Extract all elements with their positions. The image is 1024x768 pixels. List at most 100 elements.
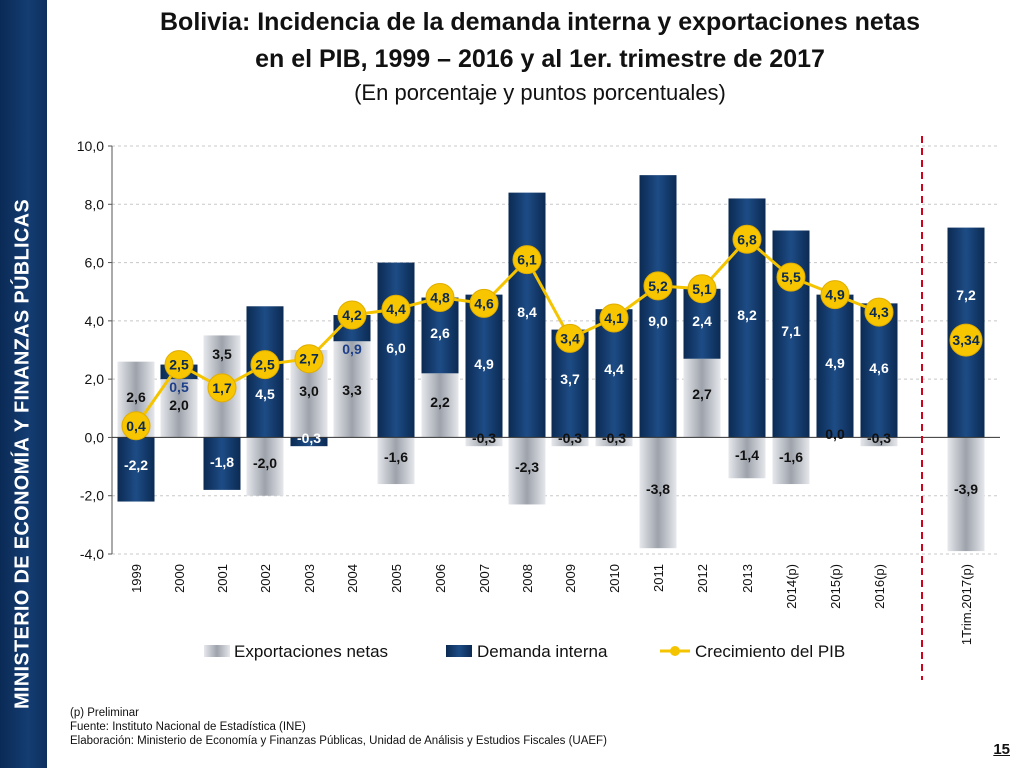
gdp-growth-value-label: 4,2 bbox=[342, 307, 362, 323]
domestic-demand-value-label: 4,6 bbox=[869, 360, 889, 376]
bars bbox=[117, 175, 985, 552]
gdp-growth-point bbox=[337, 300, 367, 330]
x-tick-label: 2007 bbox=[477, 564, 492, 593]
net-exports-bar bbox=[947, 437, 985, 552]
legend-label-net-exports: Exportaciones netas bbox=[234, 642, 388, 661]
legend-swatch-domestic-demand bbox=[446, 645, 472, 657]
net-exports-value-label: -1,6 bbox=[779, 449, 803, 465]
net-exports-value-label: -1,4 bbox=[735, 447, 759, 463]
domestic-demand-value-label: 0,9 bbox=[342, 341, 362, 357]
gdp-growth-point bbox=[687, 274, 717, 304]
gdp-growth-value-label: 0,4 bbox=[126, 418, 146, 434]
net-exports-value-label: -0,3 bbox=[558, 430, 582, 446]
net-exports-value-label: -2,3 bbox=[515, 459, 539, 475]
gdp-growth-point bbox=[425, 283, 455, 313]
gdp-growth-point bbox=[469, 288, 499, 318]
gdp-growth-point bbox=[121, 411, 151, 441]
gdp-growth-point bbox=[555, 323, 585, 353]
x-tick-label: 2001 bbox=[215, 564, 230, 593]
domestic-demand-bar bbox=[465, 294, 503, 438]
net-exports-value-label: -1,6 bbox=[384, 449, 408, 465]
net-exports-value-label: 2,2 bbox=[430, 394, 450, 410]
net-exports-bar bbox=[160, 379, 198, 438]
gdp-growth-point bbox=[207, 373, 237, 403]
domestic-demand-value-label: -2,2 bbox=[124, 457, 148, 473]
y-tick-label: 8,0 bbox=[85, 196, 105, 212]
domestic-demand-value-label: 8,2 bbox=[737, 307, 757, 323]
domestic-demand-value-label: 2,4 bbox=[692, 313, 712, 329]
net-exports-bar bbox=[421, 373, 459, 438]
y-tick-label: 4,0 bbox=[85, 313, 105, 329]
x-tick-label: 2003 bbox=[302, 564, 317, 593]
x-tick-label: 1Trim.2017(p) bbox=[959, 564, 974, 645]
x-tick-label: 2014(p) bbox=[784, 564, 799, 609]
footnotes: (p) Preliminar Fuente: Instituto Naciona… bbox=[70, 706, 607, 748]
domestic-demand-value-label: 8,4 bbox=[517, 304, 537, 320]
gdp-growth-value-label: 2,5 bbox=[169, 357, 189, 373]
domestic-demand-bar bbox=[377, 262, 415, 438]
net-exports-bar bbox=[333, 341, 371, 438]
x-tick-label: 2006 bbox=[433, 564, 448, 593]
domestic-demand-bar bbox=[816, 294, 854, 438]
gdp-growth-value-label: 5,1 bbox=[692, 281, 712, 297]
net-exports-value-label: -3,8 bbox=[646, 481, 670, 497]
gdp-growth-point bbox=[164, 350, 194, 380]
chart-subtitle: (En porcentaje y puntos porcentuales) bbox=[354, 80, 726, 105]
net-exports-bar bbox=[377, 437, 415, 485]
note-prepared-by: Elaboración: Ministerio de Economía y Fi… bbox=[70, 735, 607, 747]
domestic-demand-bar bbox=[290, 437, 328, 447]
net-exports-bar bbox=[246, 437, 284, 496]
data-labels: 2,6 -2,2 2,0 0,5 3,5 -1,8 -2,0 4,5 3,0 -0,3 3,3 0,9… bbox=[124, 287, 978, 497]
axes: -4,0 -2,0 0,0 2,0 4,0 6,0 8,0 10,0 1999 2000 2001 2… bbox=[77, 136, 1000, 680]
x-tick-label: 2002 bbox=[258, 564, 273, 593]
gdp-growth-value-label: 5,5 bbox=[781, 269, 801, 285]
y-tick-label: 10,0 bbox=[77, 138, 104, 154]
net-exports-value-label: -0,3 bbox=[602, 430, 626, 446]
gdp-growth-value-label: 1,7 bbox=[212, 380, 232, 396]
gdp-growth-value-label: 4,4 bbox=[386, 301, 406, 317]
gdp-growth-point bbox=[599, 303, 629, 333]
x-tick-label: 1999 bbox=[129, 564, 144, 593]
domestic-demand-value-label: 4,4 bbox=[604, 361, 624, 377]
gdp-growth-point bbox=[864, 297, 894, 327]
domestic-demand-value-label: 9,0 bbox=[648, 313, 668, 329]
legend-marker-gdp bbox=[670, 646, 680, 656]
gdp-growth-value-label: 4,8 bbox=[430, 290, 450, 306]
domestic-demand-value-label: 4,5 bbox=[255, 386, 275, 402]
x-tick-label: 2000 bbox=[172, 564, 187, 593]
gdp-growth-point bbox=[643, 271, 673, 301]
y-tick-label: -4,0 bbox=[80, 546, 104, 562]
gdp-line: 0,4 2,5 1,7 2,5 2,7 4,2 4,4 4,8 4,6 6,1 3,4 4,1 5,2 5… bbox=[121, 224, 983, 441]
x-tick-label: 2016(p) bbox=[872, 564, 887, 609]
domestic-demand-value-label: 3,7 bbox=[560, 371, 580, 387]
x-tick-label: 2010 bbox=[607, 564, 622, 593]
gdp-growth-value-label: 4,1 bbox=[604, 310, 624, 326]
chart-title-line-1: Bolivia: Incidencia de la demanda intern… bbox=[160, 8, 920, 36]
net-exports-bar bbox=[465, 437, 503, 447]
gdp-growth-point bbox=[820, 280, 850, 310]
gdp-growth-point bbox=[512, 245, 542, 275]
net-exports-bar bbox=[728, 437, 766, 479]
legend-label-gdp: Crecimiento del PIB bbox=[695, 642, 845, 661]
gdp-growth-value-label: 3,4 bbox=[560, 330, 580, 346]
net-exports-bar bbox=[683, 358, 721, 438]
chart-canvas: -4,0 -2,0 0,0 2,0 4,0 6,0 8,0 10,0 1999 2000 2001 2… bbox=[77, 136, 1000, 680]
domestic-demand-bar bbox=[203, 437, 241, 490]
gdp-growth-point bbox=[949, 323, 983, 357]
domestic-demand-value-label: 6,0 bbox=[386, 340, 406, 356]
x-tick-label: 2015(p) bbox=[828, 564, 843, 609]
net-exports-value-label: -0,3 bbox=[472, 430, 496, 446]
gdp-growth-value-label: 4,3 bbox=[869, 304, 889, 320]
net-exports-value-label: 3,5 bbox=[212, 346, 232, 362]
domestic-demand-value-label: 2,6 bbox=[430, 325, 450, 341]
ministry-sidebar: MINISTERIO DE ECONOMÍA Y FINANZAS PÚBLIC… bbox=[0, 0, 47, 768]
domestic-demand-value-label: 4,9 bbox=[474, 356, 494, 372]
gdp-growth-value-label: 2,5 bbox=[255, 357, 275, 373]
net-exports-value-label: 3,0 bbox=[299, 383, 319, 399]
gdp-growth-point bbox=[250, 350, 280, 380]
domestic-demand-value-label: 4,9 bbox=[825, 355, 845, 371]
page-number: 15 bbox=[993, 741, 1010, 758]
net-exports-bar bbox=[639, 437, 677, 549]
net-exports-value-label: 0,0 bbox=[825, 426, 845, 442]
x-tick-label: 2008 bbox=[520, 564, 535, 593]
